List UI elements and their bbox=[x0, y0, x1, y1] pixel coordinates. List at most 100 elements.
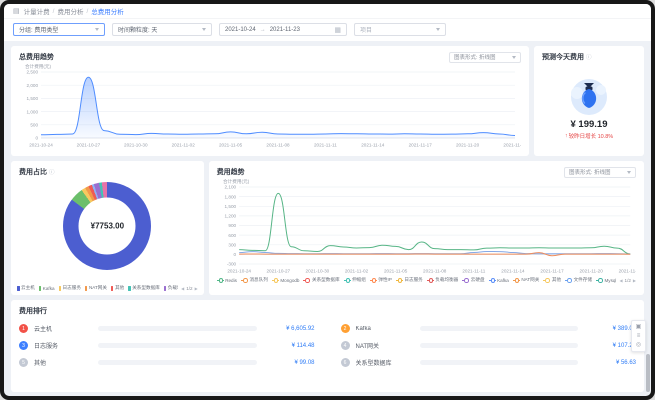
rank-service-name: 关系型数据库 bbox=[355, 361, 392, 367]
rank-bar bbox=[419, 326, 578, 331]
forecast-card: 预测今天费用 ⓘ bbox=[534, 46, 644, 156]
group-by-select[interactable]: 分组: 费用类型 bbox=[13, 23, 105, 36]
rank-amount: ¥ 114.48 bbox=[291, 342, 315, 349]
prev-page-icon[interactable]: ◀ bbox=[181, 285, 185, 291]
legend-item[interactable]: Redis bbox=[216, 278, 237, 283]
legend-item[interactable]: 伸缩组 bbox=[343, 277, 366, 283]
legend-item[interactable]: Kafka bbox=[38, 285, 55, 291]
apps-grid-icon[interactable]: ▤ bbox=[13, 8, 20, 15]
floating-helper-widget: ▣ ≡ ◎ bbox=[631, 320, 646, 352]
rank-row: 3 日志服务 ¥ 114.48 bbox=[19, 341, 315, 350]
svg-text:2021-11-23: 2021-11-23 bbox=[618, 269, 636, 274]
breadcrumb-item[interactable]: 计量计费 bbox=[23, 9, 50, 16]
svg-text:2021-11-05: 2021-11-05 bbox=[219, 143, 243, 148]
legend-item[interactable]: Kafka bbox=[488, 278, 509, 283]
svg-text:2021-11-17: 2021-11-17 bbox=[540, 269, 564, 274]
legend-marker-icon bbox=[369, 278, 377, 283]
legend-item[interactable]: 日志服务 bbox=[58, 285, 81, 291]
legend-item[interactable]: 其他 bbox=[543, 277, 561, 283]
next-page-icon[interactable]: ▶ bbox=[632, 277, 636, 283]
legend-marker-icon bbox=[58, 285, 62, 291]
granularity-select[interactable]: 时间颗粒度: 天 bbox=[112, 23, 212, 36]
cost-ranking-title: 费用排行 bbox=[19, 308, 47, 315]
svg-text:1,500: 1,500 bbox=[27, 96, 39, 101]
legend-marker-icon bbox=[303, 278, 311, 283]
help-icon[interactable]: ◎ bbox=[635, 342, 642, 348]
legend-marker-icon bbox=[128, 285, 131, 291]
forecast-note: ↑ 较昨日增长 10.8% bbox=[564, 132, 614, 140]
page-indicator: 1/2 bbox=[624, 277, 631, 283]
legend-item[interactable]: 负载均衡 bbox=[163, 285, 178, 291]
project-placeholder: 项目 bbox=[360, 28, 373, 34]
svg-text:2021-10-24: 2021-10-24 bbox=[227, 269, 251, 274]
date-range-picker[interactable]: 2021-10-24 → 2021-11-23 ▦ bbox=[219, 23, 347, 36]
svg-text:合计费用(元): 合计费用(元) bbox=[25, 63, 51, 70]
svg-text:1,800: 1,800 bbox=[224, 194, 236, 199]
chevron-down-icon bbox=[436, 28, 440, 31]
legend-pagination: ◀ 1/2 ▶ bbox=[181, 286, 198, 291]
cost-trend-chart-type-select[interactable]: 图表形式: 折线图 bbox=[564, 166, 636, 178]
svg-text:1,000: 1,000 bbox=[27, 109, 39, 114]
legend-marker-icon bbox=[343, 278, 351, 283]
prev-page-icon[interactable]: ◀ bbox=[619, 277, 623, 283]
legend-item[interactable]: NAT网关 bbox=[512, 277, 539, 283]
svg-text:2021-11-11: 2021-11-11 bbox=[462, 269, 485, 274]
svg-text:2021-11-02: 2021-11-02 bbox=[172, 143, 196, 148]
feedback-icon[interactable]: ▣ bbox=[635, 324, 642, 330]
vertical-scrollbar-thumb[interactable] bbox=[646, 354, 650, 392]
legend-item[interactable]: 消息队列 bbox=[240, 277, 268, 283]
rank-row: 6 关系型数据库 ¥ 56.63 bbox=[340, 358, 636, 367]
money-bag-icon bbox=[568, 75, 610, 117]
legend-item[interactable]: 云主机 bbox=[17, 285, 35, 291]
legend-pagination: ◀ 1/2 ▶ bbox=[619, 278, 636, 283]
legend-marker-icon bbox=[17, 285, 20, 291]
legend-item[interactable]: 负载均衡器 bbox=[426, 277, 458, 283]
breadcrumb-item[interactable]: 费用分析 bbox=[57, 9, 84, 16]
total-trend-chart-type-select[interactable]: 图表形式: 折线图 bbox=[449, 51, 521, 63]
legend-item[interactable]: Mysql bbox=[595, 278, 616, 283]
menu-icon[interactable]: ≡ bbox=[636, 333, 641, 339]
legend-marker-icon bbox=[395, 278, 403, 283]
project-select[interactable]: 项目 bbox=[354, 23, 446, 36]
legend-item[interactable]: 关系型数据库 bbox=[128, 285, 160, 291]
rank-badge: 6 bbox=[340, 358, 350, 367]
up-arrow-icon: ↑ bbox=[564, 132, 568, 139]
cost-proportion-donut: ¥7753.00 bbox=[63, 182, 152, 270]
total-cost-trend-card: 总费用趋势 图表形式: 折线图 0 500 1,000 1,500 2,000 2,500… bbox=[11, 46, 529, 156]
rank-amount: ¥ 56.63 bbox=[615, 359, 636, 366]
legend-item[interactable]: 日志服务 bbox=[395, 277, 423, 283]
svg-text:1,500: 1,500 bbox=[224, 204, 236, 209]
total-cost-trend-title: 总费用趋势 bbox=[19, 54, 54, 61]
legend-item[interactable]: 文件存储 bbox=[565, 277, 592, 283]
info-icon[interactable]: ⓘ bbox=[586, 55, 592, 61]
breadcrumb-separator: / bbox=[52, 7, 55, 15]
rank-row: 2 Kafka ¥ 389.07 bbox=[340, 324, 636, 333]
breadcrumb: ▤ 计量计费 / 费用分析 / 总费用分析 bbox=[4, 4, 651, 18]
rank-bar bbox=[419, 343, 578, 348]
svg-text:2,000: 2,000 bbox=[27, 83, 39, 88]
rank-bar bbox=[98, 326, 257, 331]
legend-marker-icon bbox=[426, 278, 434, 283]
legend-item[interactable]: 其他 bbox=[110, 285, 124, 291]
legend-item[interactable]: 弹性IP bbox=[369, 277, 392, 283]
legend-item[interactable]: NAT网关 bbox=[84, 285, 107, 291]
legend-marker-icon bbox=[595, 278, 603, 283]
calendar-icon: ▦ bbox=[334, 26, 341, 34]
granularity-value: 时间颗粒度: 天 bbox=[118, 28, 158, 34]
legend-item[interactable]: 云硬盘 bbox=[462, 277, 485, 283]
legend-item[interactable]: 关系型数据库 bbox=[303, 277, 340, 283]
rank-service-name: NAT网关 bbox=[355, 344, 380, 350]
rank-service-name: 日志服务 bbox=[34, 344, 59, 350]
svg-text:-300: -300 bbox=[227, 262, 237, 267]
chevron-down-icon bbox=[627, 170, 631, 174]
rank-bar bbox=[419, 360, 578, 365]
svg-text:0: 0 bbox=[35, 136, 38, 141]
info-icon[interactable]: ⓘ bbox=[49, 170, 55, 176]
rank-badge: 5 bbox=[19, 358, 28, 367]
legend-item[interactable]: Mongodb bbox=[271, 278, 299, 283]
next-page-icon[interactable]: ▶ bbox=[194, 285, 198, 291]
svg-text:300: 300 bbox=[228, 243, 236, 248]
rank-amount: ¥ 107.27 bbox=[612, 342, 636, 349]
svg-text:2021-11-08: 2021-11-08 bbox=[423, 269, 447, 274]
